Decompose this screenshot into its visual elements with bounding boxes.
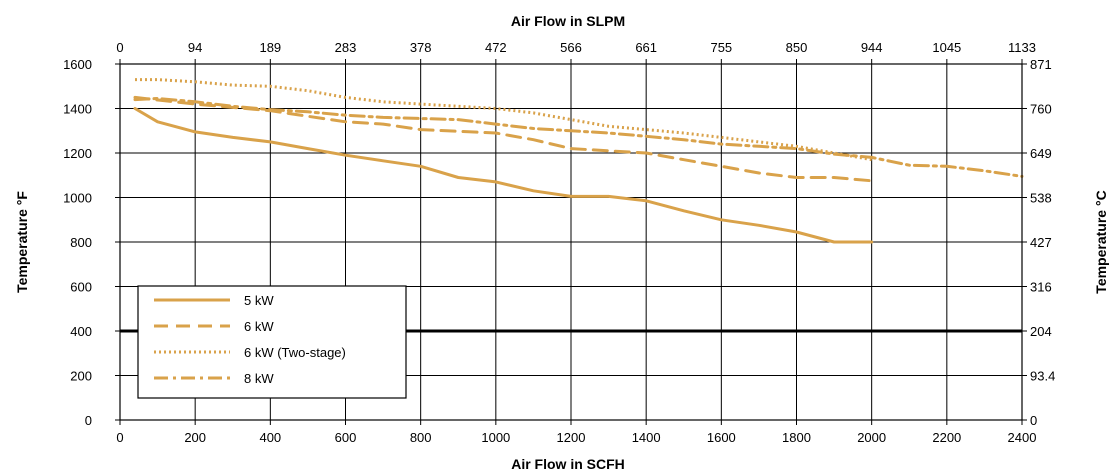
x-tick-label: 200 — [184, 430, 206, 445]
x2-tick-label: 189 — [259, 40, 281, 55]
x-tick-label: 600 — [335, 430, 357, 445]
series-line-3 — [135, 78, 872, 162]
legend-label: 5 kW — [244, 293, 274, 308]
y2-axis-title: Temperature °C — [1093, 190, 1109, 293]
plot-frame — [119, 63, 1023, 421]
y2-tick-label: 427 — [1030, 235, 1052, 250]
y2-tick-label: 760 — [1030, 102, 1052, 117]
x2-tick-label: 472 — [485, 40, 507, 55]
series-line-2 — [133, 95, 874, 183]
x-tick-label: 2400 — [1008, 430, 1037, 445]
y-tick-label: 200 — [70, 369, 92, 384]
series-line-1 — [133, 107, 874, 244]
x-tick-label: 1800 — [782, 430, 811, 445]
x2-tick-label: 94 — [188, 40, 202, 55]
y2-tick-label: 871 — [1030, 57, 1052, 72]
series-layer — [133, 78, 1024, 244]
x2-tick-label: 0 — [116, 40, 123, 55]
y-tick-label: 1000 — [63, 191, 92, 206]
legend-label: 8 kW — [244, 371, 274, 386]
x2-tick-label: 1045 — [932, 40, 961, 55]
series-line-4 — [133, 97, 1024, 178]
y2-tick-label: 649 — [1030, 146, 1052, 161]
y-tick-label: 800 — [70, 235, 92, 250]
y2-tick-label: 316 — [1030, 280, 1052, 295]
x2-tick-label: 1133 — [1008, 40, 1036, 55]
legend-label: 6 kW — [244, 319, 274, 334]
x-tick-label: 800 — [410, 430, 432, 445]
axis-labels: 0 200 400 600 800 1000 1200 1400 1600 1800 2000 220… — [63, 40, 1055, 445]
x2-tick-label: 378 — [410, 40, 432, 55]
y-tick-label: 1600 — [63, 57, 92, 72]
x2-tick-label: 661 — [635, 40, 657, 55]
x-tick-label: 1200 — [557, 430, 586, 445]
y2-tick-label: 0 — [1030, 413, 1037, 428]
x2-tick-label: 850 — [786, 40, 808, 55]
y2-tick-label: 93.4 — [1030, 369, 1055, 384]
legend: 5 kW 6 kW 6 kW (Two-stage) 8 kW — [137, 285, 407, 399]
y-tick-label: 1400 — [63, 102, 92, 117]
x-tick-label: 1600 — [707, 430, 736, 445]
y2-tick-label: 204 — [1030, 324, 1052, 339]
x-axis-title: Air Flow in SCFH — [511, 456, 625, 472]
x2-tick-label: 755 — [710, 40, 732, 55]
x-tick-label: 2000 — [857, 430, 886, 445]
y2-tick-label: 538 — [1030, 191, 1052, 206]
y-tick-label: 0 — [85, 413, 92, 428]
x2-axis-title: Air Flow in SLPM — [511, 13, 625, 29]
x-tick-label: 0 — [116, 430, 123, 445]
x-tick-label: 400 — [259, 430, 281, 445]
legend-label: 6 kW (Two-stage) — [244, 345, 346, 360]
y-tick-label: 1200 — [63, 146, 92, 161]
x2-tick-label: 566 — [560, 40, 582, 55]
y-axis-title: Temperature °F — [14, 191, 30, 293]
x2-tick-label: 283 — [335, 40, 357, 55]
x-tick-label: 2200 — [932, 430, 961, 445]
y-tick-label: 600 — [70, 280, 92, 295]
x-tick-label: 1000 — [481, 430, 510, 445]
y-tick-label: 400 — [70, 324, 92, 339]
x2-tick-label: 944 — [861, 40, 883, 55]
x-tick-label: 1400 — [632, 430, 661, 445]
